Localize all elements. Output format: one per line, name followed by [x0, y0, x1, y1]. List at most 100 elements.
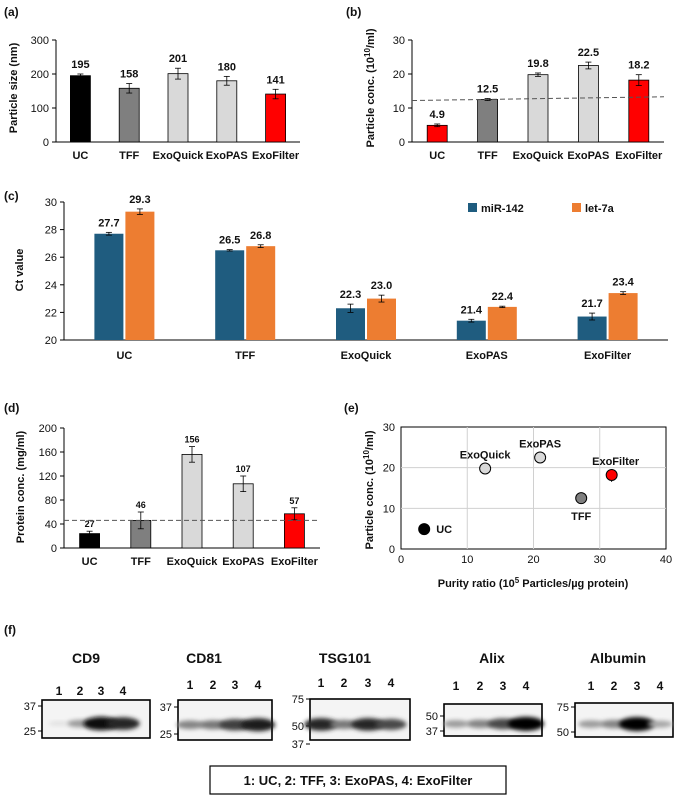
category-label: ExoFilter: [584, 350, 632, 362]
point-label: UC: [436, 524, 452, 536]
panel-b-label: (b): [346, 5, 361, 19]
data-label: 19.8: [527, 58, 548, 70]
data-label: 26.8: [250, 230, 271, 242]
data-label: 195: [71, 59, 89, 71]
panel-c-ylabel: Ct value: [14, 249, 26, 292]
category-label: ExoPAS: [567, 150, 609, 162]
lane-number: 4: [120, 684, 127, 698]
category-label: ExoPAS: [222, 556, 264, 568]
mw-marker-label: 37: [292, 739, 304, 751]
category-label: TFF: [235, 350, 255, 362]
legend-label-let7a: let-7a: [585, 203, 615, 215]
panel-c-label: (c): [4, 189, 19, 203]
blot-band: [330, 719, 358, 729]
data-label: 23.4: [612, 277, 634, 289]
blot-band: [443, 720, 469, 728]
category-label: ExoPAS: [466, 350, 508, 362]
point-exofilter: [605, 468, 618, 481]
panel-a-label: (a): [4, 5, 19, 19]
legend-label-mir142: miR-142: [481, 203, 524, 215]
point-uc: [418, 523, 431, 536]
bar-exofilter-mir-142: [577, 316, 607, 340]
mw-marker-label: 37: [24, 701, 36, 713]
legend-swatch-let7a: [572, 203, 581, 212]
bar-exofilter-let-7a: [608, 293, 638, 340]
category-label: UC: [116, 350, 132, 362]
category-label: TFF: [478, 150, 498, 162]
bar-exoquick: [181, 453, 203, 549]
point-exoquick: [479, 462, 492, 475]
panel-e-xlabel-sup: 5: [515, 576, 520, 585]
y-tick-label: 0: [43, 137, 49, 149]
x-tick-label: 10: [461, 554, 473, 566]
data-label: 27: [85, 519, 95, 529]
y-tick-label: 0: [51, 543, 57, 555]
mw-marker-label: 37: [160, 702, 172, 714]
panel-e-xlabel-suffix: Particles/µg protein): [519, 578, 628, 590]
y-tick-label: 80: [45, 495, 57, 507]
panel-d: (d) Protein conc. (mg/ml) 0 40 80 120 160 200…: [4, 401, 320, 568]
blot-band: [647, 720, 673, 728]
bar-exoquick-let-7a: [367, 298, 396, 340]
blot-band: [619, 717, 655, 732]
panel-e-ylabel-suffix: /ml): [364, 430, 376, 450]
bar-uc-mir-142: [94, 233, 124, 340]
blot-band: [578, 720, 604, 728]
bar-uc: [426, 124, 448, 143]
bar-exopas: [216, 80, 238, 143]
lane-number: 4: [388, 676, 395, 690]
point-label: ExoPAS: [519, 439, 561, 451]
lane-number: 2: [77, 684, 84, 698]
point-exopas: [534, 451, 547, 464]
y-tick-label: 0: [389, 544, 395, 556]
y-tick-label: 40: [45, 519, 57, 531]
panel-e-ylabel-sup: 10: [362, 450, 371, 459]
bar-exofilter: [628, 79, 650, 143]
y-tick-label: 28: [45, 225, 57, 237]
data-label: 57: [289, 496, 299, 506]
blot-title-cd81: CD81: [186, 650, 222, 666]
y-tick-label: 30: [45, 197, 57, 209]
panel-c: (c) Ct value 20 22 24 26 28 30 27.7 29.3 UC 26.5…: [4, 189, 668, 362]
legend-swatch-mir142: [468, 203, 477, 212]
category-label: ExoQuick: [153, 150, 205, 162]
data-label: 141: [266, 74, 284, 86]
y-tick-label: 26: [45, 252, 57, 264]
y-tick-label: 300: [31, 35, 49, 47]
bar-exopas-let-7a: [487, 306, 517, 340]
blot-band: [106, 717, 140, 730]
bar-tff: [118, 87, 140, 143]
point-label: ExoQuick: [460, 449, 512, 461]
blot-band: [304, 718, 338, 731]
data-label: 21.4: [461, 304, 483, 316]
panel-e-label: (e): [344, 401, 359, 415]
lane-number: 2: [477, 679, 484, 693]
panel-b-ylabel-prefix: Particle conc. (10: [365, 57, 377, 148]
lane-number: 1: [318, 676, 325, 690]
panel-d-label: (d): [4, 401, 19, 415]
category-label: UC: [82, 556, 98, 568]
data-label: 46: [136, 500, 146, 510]
blot-title-tsg101: TSG101: [319, 650, 371, 666]
blot-band: [466, 719, 494, 729]
bar-exopas: [232, 483, 254, 549]
lane-number: 1: [588, 679, 595, 693]
mw-marker-label: 25: [160, 729, 172, 741]
blot-band: [199, 720, 227, 730]
y-tick-label: 20: [45, 335, 57, 347]
y-tick-label: 100: [31, 103, 49, 115]
data-label: 27.7: [98, 217, 119, 229]
y-tick-label: 200: [31, 69, 49, 81]
panel-e-xlabel: Purity ratio (105 Particles/µg protein): [438, 576, 629, 590]
category-label: ExoQuick: [167, 556, 219, 568]
data-label: 23.0: [371, 280, 392, 292]
panel-e-ylabel-prefix: Particle conc. (10: [364, 459, 376, 550]
lane-number: 2: [341, 676, 348, 690]
category-label: TFF: [119, 150, 139, 162]
y-tick-label: 0: [399, 137, 405, 149]
y-tick-label: 30: [393, 35, 405, 47]
lane-number: 4: [255, 678, 262, 692]
mw-marker-label: 50: [557, 727, 569, 739]
lane-number: 3: [365, 676, 372, 690]
